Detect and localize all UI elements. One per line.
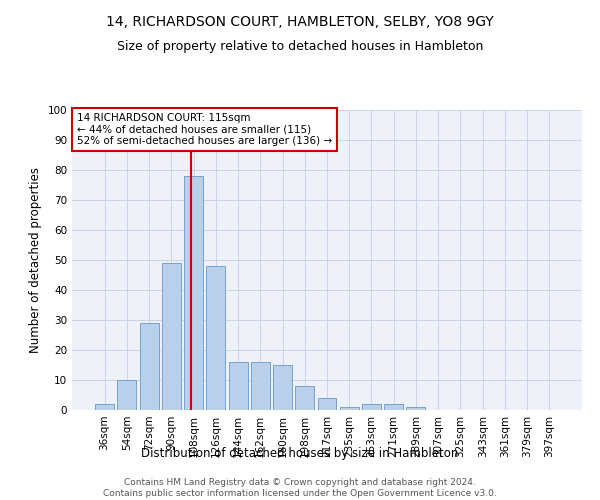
Bar	[317, 398, 337, 410]
Y-axis label: Number of detached properties: Number of detached properties	[29, 167, 42, 353]
Bar	[184, 176, 203, 410]
Text: Size of property relative to detached houses in Hambleton: Size of property relative to detached ho…	[117, 40, 483, 53]
Bar	[118, 380, 136, 410]
Bar	[406, 407, 425, 410]
Bar	[229, 362, 248, 410]
Text: Distribution of detached houses by size in Hambleton: Distribution of detached houses by size …	[142, 448, 458, 460]
Bar	[295, 386, 314, 410]
Bar	[140, 323, 158, 410]
Bar	[384, 404, 403, 410]
Bar	[251, 362, 270, 410]
Bar	[340, 407, 359, 410]
Bar	[362, 404, 381, 410]
Text: 14, RICHARDSON COURT, HAMBLETON, SELBY, YO8 9GY: 14, RICHARDSON COURT, HAMBLETON, SELBY, …	[106, 15, 494, 29]
Bar	[95, 404, 114, 410]
Bar	[273, 365, 292, 410]
Text: Contains HM Land Registry data © Crown copyright and database right 2024.
Contai: Contains HM Land Registry data © Crown c…	[103, 478, 497, 498]
Bar	[206, 266, 225, 410]
Bar	[162, 263, 181, 410]
Text: 14 RICHARDSON COURT: 115sqm
← 44% of detached houses are smaller (115)
52% of se: 14 RICHARDSON COURT: 115sqm ← 44% of det…	[77, 113, 332, 146]
